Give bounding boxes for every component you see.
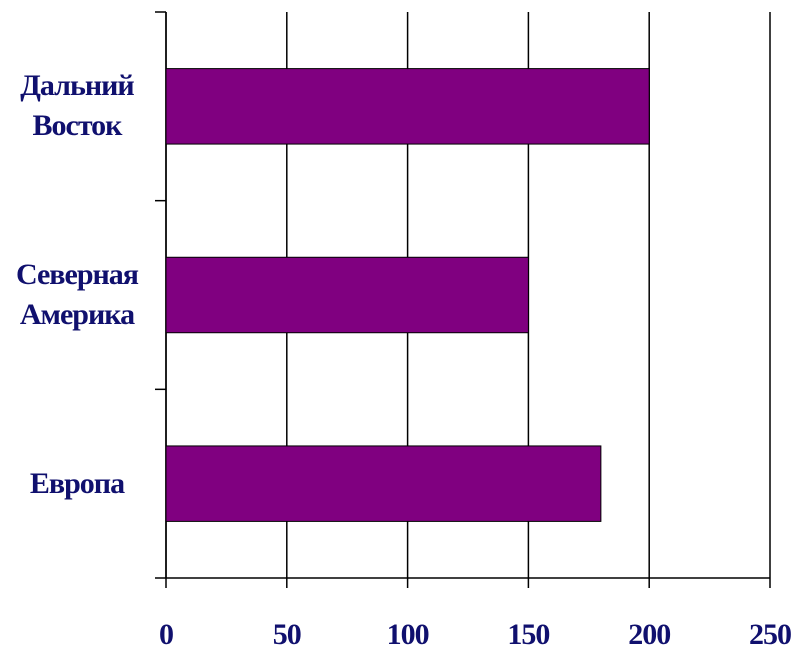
x-tick-label: 50 <box>273 618 301 651</box>
bar <box>165 68 650 145</box>
x-tick-label: 150 <box>507 618 549 651</box>
x-tick-label: 200 <box>628 618 670 651</box>
y-tick-label: Европа <box>29 466 125 500</box>
bar <box>165 256 529 334</box>
x-tick-label: 250 <box>749 618 791 651</box>
x-tick-label: 0 <box>159 618 173 651</box>
bar <box>165 445 602 522</box>
y-tick-label: Дальний Восток <box>20 69 134 143</box>
y-tick-label: Северная Америка <box>15 258 139 331</box>
x-tick-label: 100 <box>387 618 429 651</box>
